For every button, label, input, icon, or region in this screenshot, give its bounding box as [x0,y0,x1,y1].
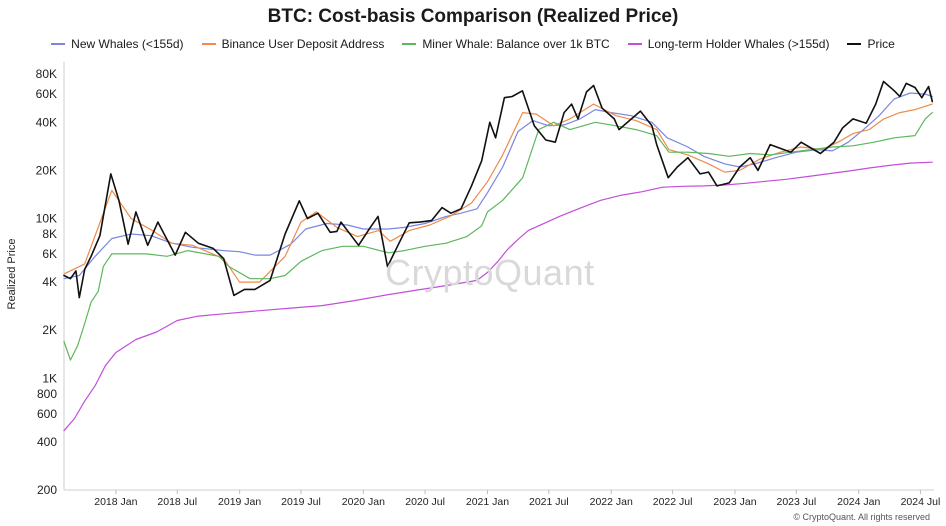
legend-item: Price [847,37,895,51]
series-line-long-term-holder-whales-155d [63,161,933,432]
legend-swatch [847,43,862,45]
legend-item: Long-term Holder Whales (>155d) [627,37,830,51]
copyright-credit: © CryptoQuant. All rights reserved [793,512,930,522]
y-tick-label: 10K [36,211,57,225]
y-tick-label: 400 [37,435,57,449]
watermark-logo: CryptoQuant [385,252,595,293]
x-tick-label: 2023 Jan [713,496,756,508]
legend-label: New Whales (<155d) [71,37,184,51]
x-tick-label: 2020 Jul [405,496,445,508]
y-tick-label: 8K [42,227,57,241]
legend-swatch [201,43,216,45]
y-tick-label: 4K [42,275,57,289]
legend-label: Price [867,37,895,51]
legend-item: Binance User Deposit Address [201,37,385,51]
y-tick-label: 2K [42,323,57,337]
x-tick-label: 2019 Jul [281,496,321,508]
y-tick-label: 600 [37,407,57,421]
y-tick-label: 6K [42,247,57,261]
x-tick-label: 2021 Jul [529,496,569,508]
legend-swatch [627,43,642,45]
x-tick-label: 2023 Jul [776,496,816,508]
x-tick-label: 2019 Jan [218,496,261,508]
legend-swatch [402,43,417,45]
y-tick-label: 60K [36,87,57,101]
chart-title: BTC: Cost-basis Comparison (Realized Pri… [267,6,679,27]
x-tick-label: 2022 Jul [653,496,693,508]
x-tick-label: 2022 Jan [590,496,633,508]
y-tick-label: 20K [36,163,57,177]
x-tick-label: 2024 Jul [901,496,941,508]
series-line-new-whales-155d [63,92,933,280]
x-tick-label: 2024 Jan [837,496,880,508]
y-tick-label: 40K [36,115,57,129]
x-tick-label: 2018 Jan [94,496,137,508]
legend-label: Miner Whale: Balance over 1k BTC [422,37,610,51]
legend-swatch [51,43,66,45]
x-tick-label: 2020 Jan [342,496,385,508]
legend-item: New Whales (<155d) [51,37,184,51]
legend: New Whales (<155d) Binance User Deposit A… [0,37,946,51]
series-line-price [63,80,934,299]
legend-label: Binance User Deposit Address [221,37,385,51]
series-line-binance-user-deposit-address [63,103,933,283]
legend-item: Miner Whale: Balance over 1k BTC [402,37,610,51]
y-tick-label: 800 [37,387,57,401]
legend-label: Long-term Holder Whales (>155d) [647,37,830,51]
y-axis-label: Realized Price [6,238,18,310]
series-line-miner-whale-balance-over-1k-btc [63,111,933,361]
x-tick-label: 2018 Jul [157,496,197,508]
y-tick-label: 1K [42,371,57,385]
y-tick-label: 200 [37,483,57,497]
y-tick-label: 80K [36,67,57,81]
x-tick-label: 2021 Jan [466,496,509,508]
